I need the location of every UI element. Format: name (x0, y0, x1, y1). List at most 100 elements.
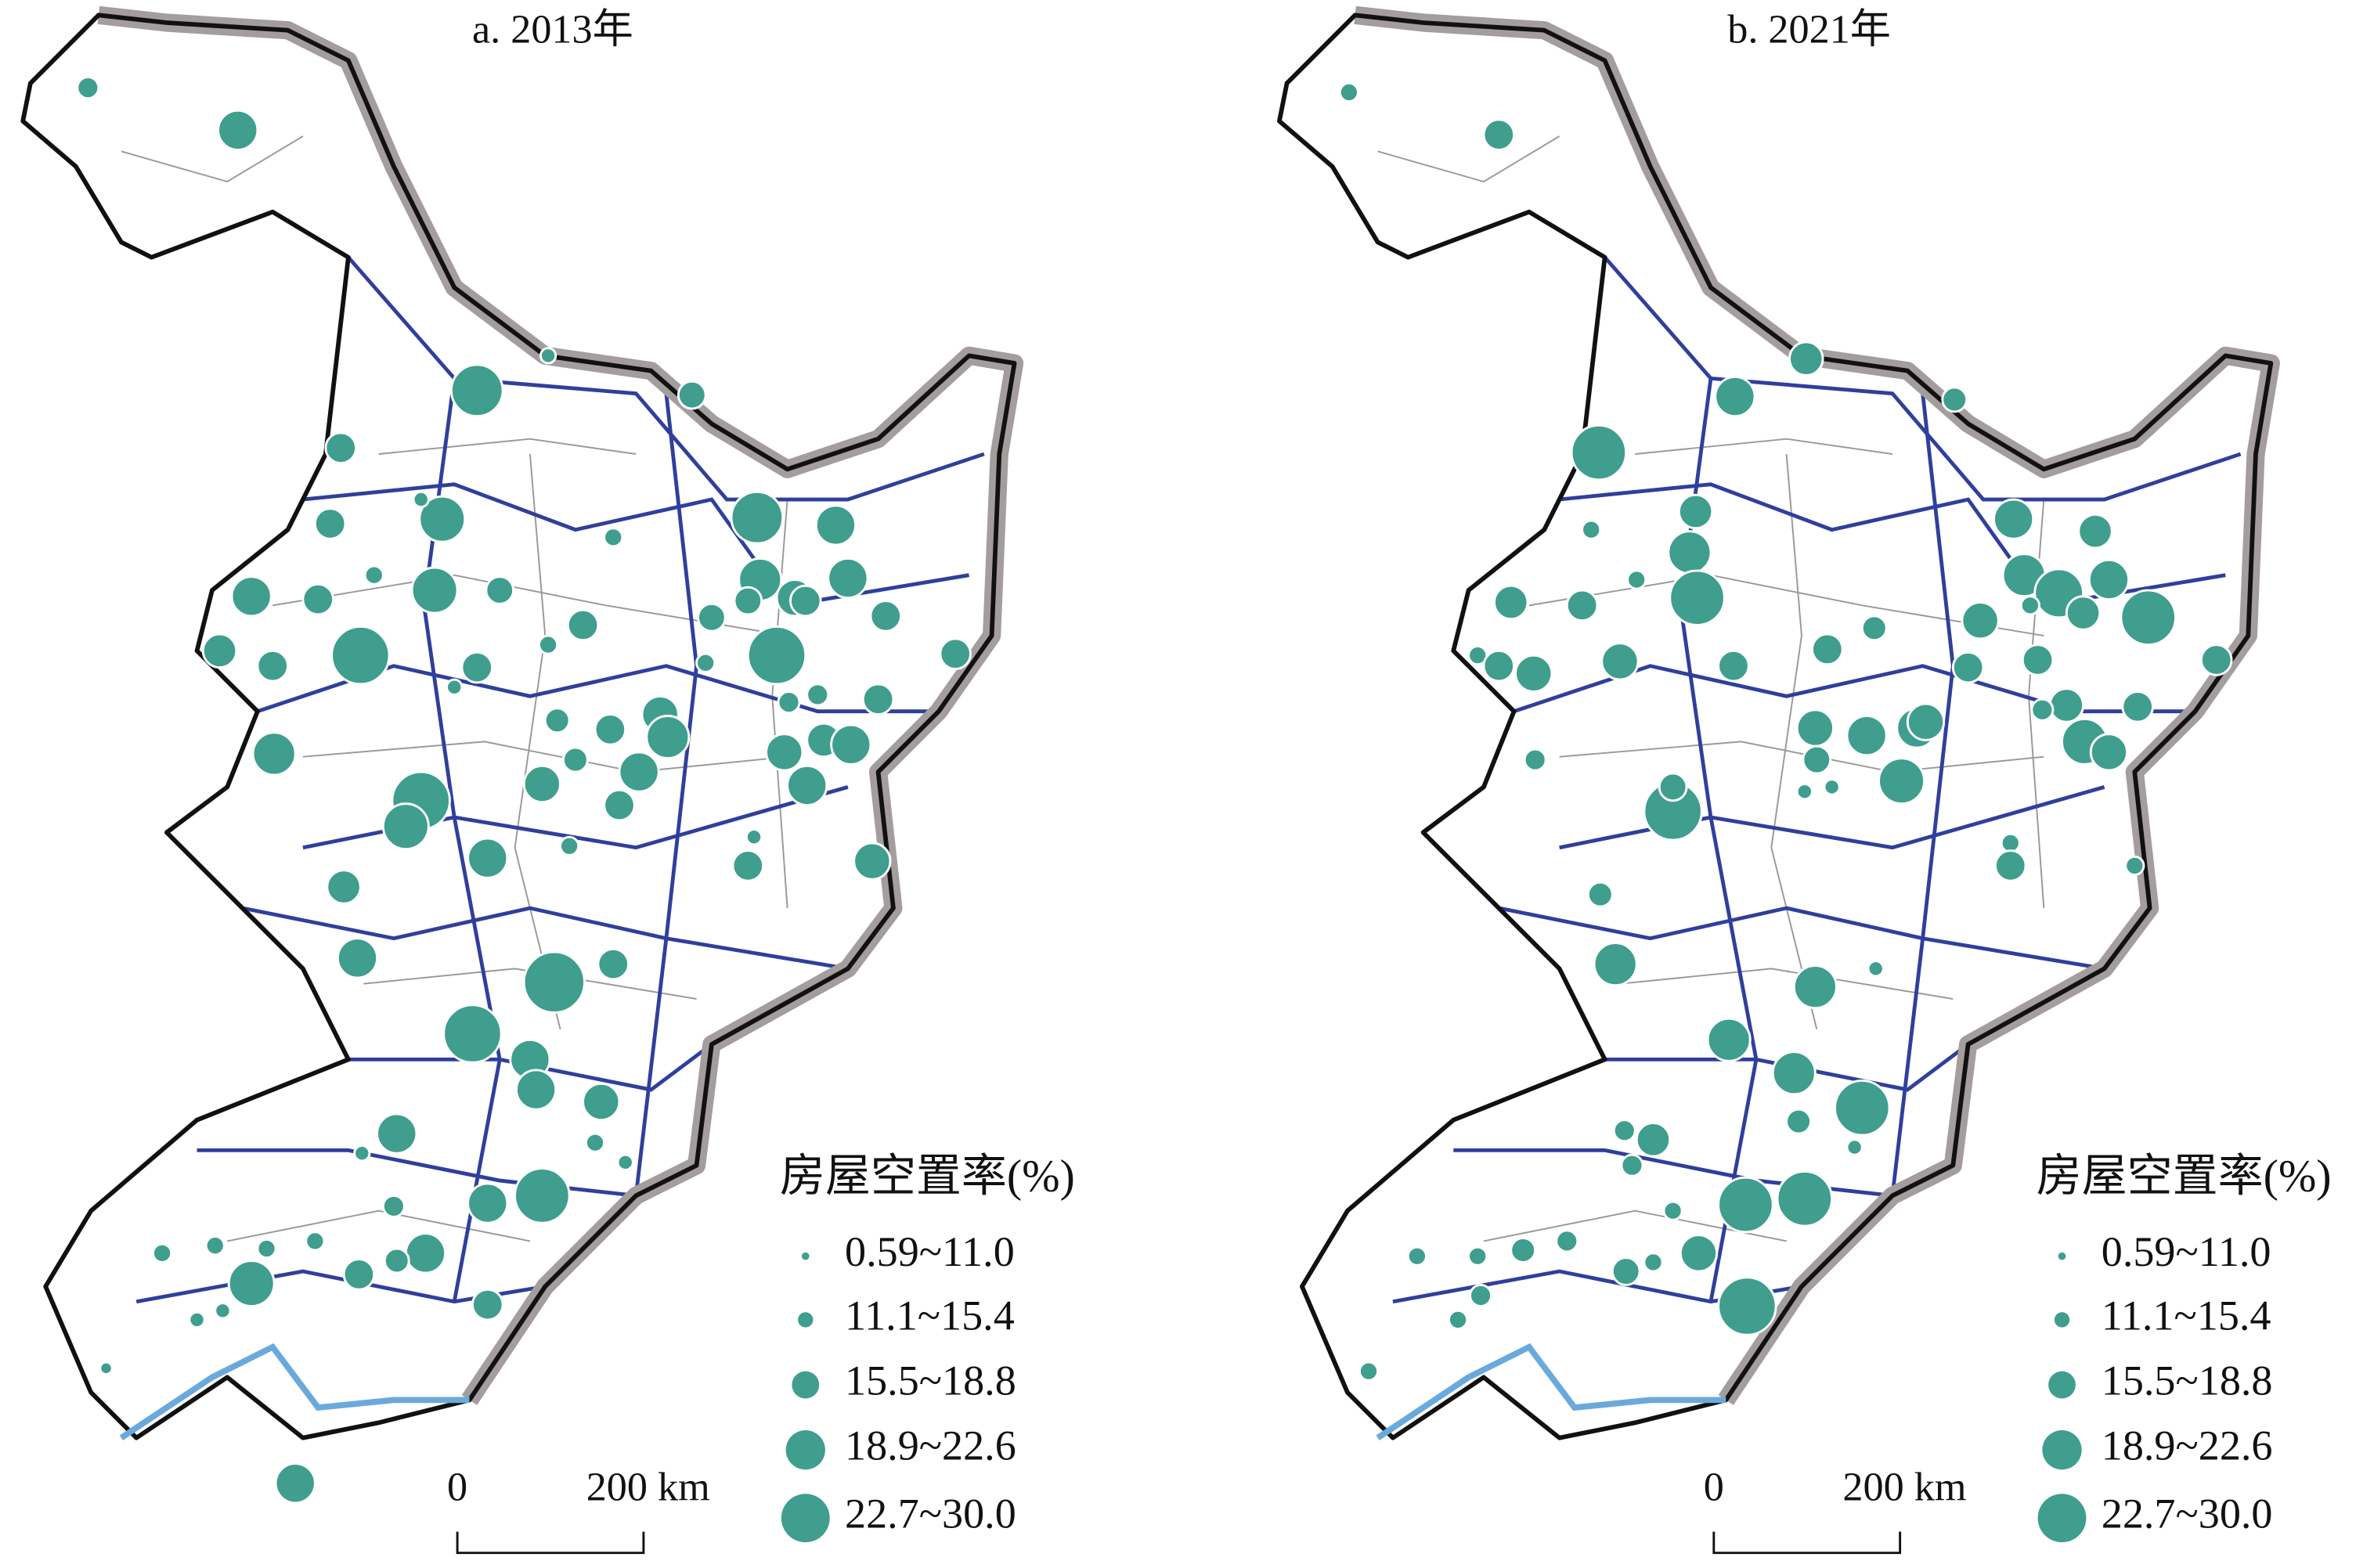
vacancy-symbol (1667, 530, 1712, 575)
city-border (302, 785, 849, 850)
county-border (302, 741, 788, 773)
vacancy-symbol (697, 602, 727, 633)
legend-symbol (781, 1494, 830, 1543)
vacancy-symbol (1662, 1200, 1683, 1221)
vacancy-symbol (410, 566, 459, 615)
legend-label: 18.9~22.6 (2102, 1422, 2273, 1469)
legend-label: 11.1~15.4 (2102, 1292, 2271, 1339)
vacancy-symbol (460, 651, 494, 684)
vacancy-symbol (1845, 715, 1888, 757)
vacancy-symbol (1795, 708, 1835, 748)
vacancy-symbol (1951, 651, 1985, 684)
vacancy-symbol (1586, 881, 1614, 908)
vacancy-symbol (256, 1238, 277, 1260)
vacancy-symbol (1941, 386, 1968, 413)
vacancy-symbol (786, 764, 828, 807)
vacancy-symbol (1635, 1122, 1672, 1158)
vacancy-symbol (230, 575, 272, 618)
vacancy-symbol (274, 1462, 316, 1505)
vacancy-symbol (301, 582, 335, 616)
legend-symbol (2058, 1252, 2066, 1260)
scale-label: 0 (1704, 1464, 1724, 1509)
vacancy-symbol (2065, 595, 2102, 631)
city-border (347, 256, 985, 502)
vacancy-symbol (603, 788, 636, 822)
vacancy-symbol (324, 431, 358, 465)
vacancy-symbol (1785, 1108, 1813, 1135)
vacancy-symbol (777, 690, 801, 715)
vacancy-symbol (2048, 687, 2085, 723)
vacancy-symbol (1669, 569, 1726, 626)
vacancy-symbol (381, 802, 430, 851)
legend-label: 11.1~15.4 (845, 1292, 1015, 1339)
vacancy-symbol (538, 634, 559, 655)
legend-symbol (2054, 1312, 2070, 1328)
vacancy-symbol (1448, 1309, 1469, 1330)
vacancy-symbol (1581, 519, 1602, 540)
vacancy-symbol (806, 683, 830, 707)
vacancy-symbol (733, 586, 763, 616)
vacancy-symbol (1771, 1051, 1817, 1096)
vacancy-symbol (515, 1069, 557, 1111)
vacancy-symbol (152, 1242, 173, 1263)
vacancy-symbol (2089, 733, 2129, 772)
vacancy-symbol (1795, 783, 1813, 801)
vacancy-symbol (522, 950, 586, 1014)
legend-label: 18.9~22.6 (845, 1422, 1016, 1469)
vacancy-symbol (2120, 589, 2177, 647)
vacancy-symbol (336, 937, 379, 979)
vacancy-symbol (2077, 513, 2113, 550)
legend-symbol (2048, 1371, 2076, 1399)
vacancy-symbol (1482, 118, 1516, 151)
vacancy-symbol (326, 869, 362, 905)
vacancy-symbol (522, 764, 562, 804)
vacancy-symbol (188, 1310, 206, 1329)
vacancy-symbol (582, 1082, 621, 1122)
vacancy-symbol (1510, 1237, 1537, 1263)
vacancy-symbol (1677, 493, 1714, 530)
vacancy-symbol (201, 633, 238, 669)
city-border (1498, 906, 2105, 971)
vacancy-symbol (559, 835, 580, 856)
vacancy-symbol (1867, 960, 1885, 978)
vacancy-symbol (471, 1288, 504, 1321)
province-border (20, 13, 1017, 1440)
vacancy-symbol (1514, 654, 1553, 694)
vacancy-symbol (353, 1144, 371, 1162)
panel-title: a. 2013年 (472, 7, 633, 52)
city-border (242, 906, 849, 971)
scale-label: 200 km (1842, 1464, 1966, 1509)
vacancy-symbol (1993, 849, 2027, 882)
vacancy-symbol (2121, 690, 2154, 723)
legend-symbol (792, 1371, 820, 1399)
legend-label: 0.59~11.0 (2102, 1228, 2271, 1275)
county-border (121, 135, 304, 183)
city-border (633, 393, 699, 1196)
county-border (227, 1209, 531, 1242)
vacancy-symbol (2000, 832, 2021, 853)
vacancy-symbol (485, 575, 515, 605)
vacancy-symbol (1620, 1153, 1644, 1177)
vacancy-symbol (1467, 1245, 1488, 1267)
vacancy-symbol (418, 495, 467, 543)
city-border (1678, 378, 1759, 1303)
vacancy-symbol (256, 649, 290, 683)
vacancy-symbol (1845, 1138, 1863, 1156)
vacancy-symbol (1643, 1252, 1664, 1273)
vacancy-symbol (376, 1112, 418, 1155)
scale-label: 200 km (586, 1464, 710, 1509)
city-border (1559, 785, 2105, 850)
vacancy-symbol (830, 723, 872, 766)
vacancy-symbol (381, 1194, 406, 1218)
vacancy-symbol (330, 625, 391, 686)
scale-bar (1712, 1531, 1902, 1555)
vacancy-symbol (227, 1260, 276, 1307)
vacancy-symbol (404, 1232, 447, 1274)
vacancy-symbol (861, 683, 895, 716)
vacancy-symbol (788, 584, 822, 618)
county-border (1528, 574, 2044, 636)
vacancy-symbol (1482, 649, 1516, 683)
vacancy-symbol (566, 608, 600, 642)
vacancy-symbol (603, 527, 624, 548)
